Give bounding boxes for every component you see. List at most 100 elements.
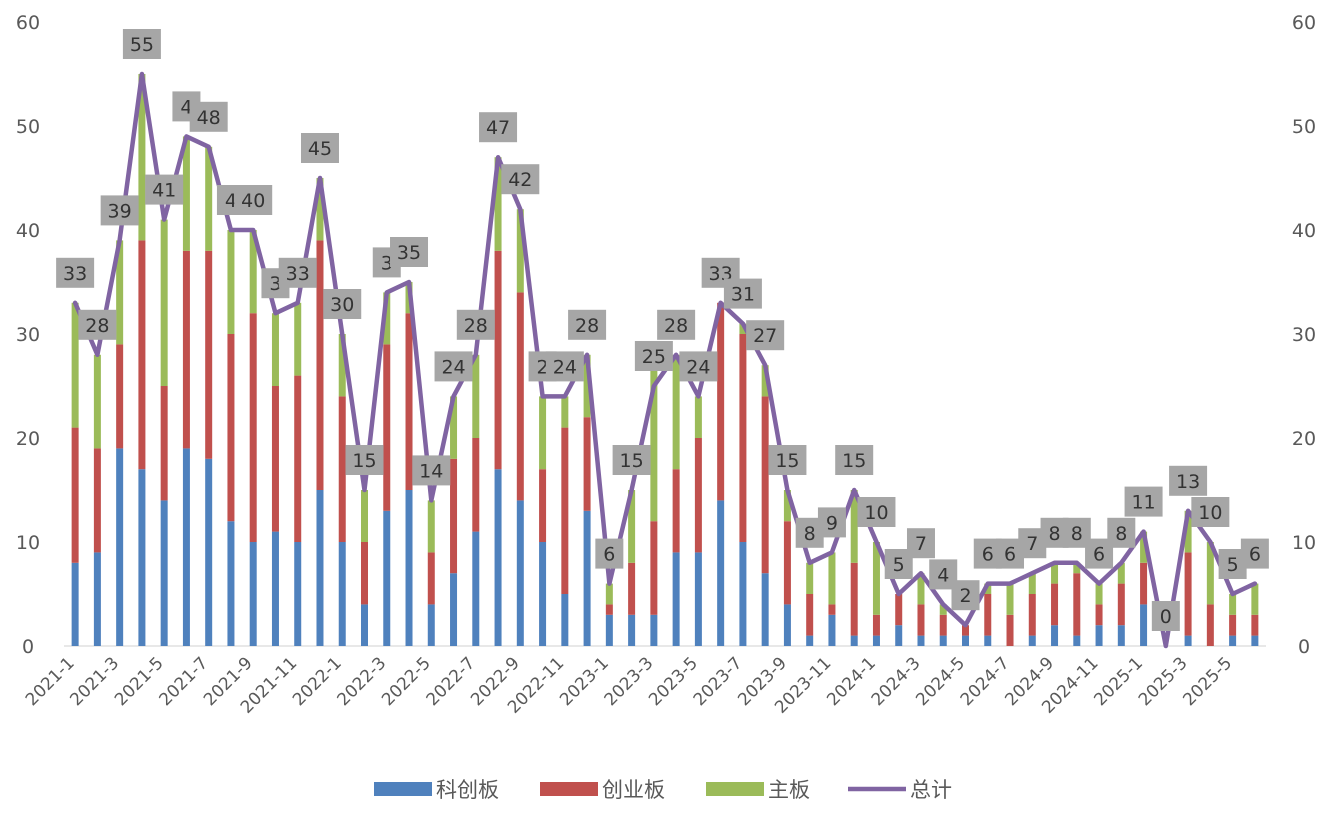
bar-segment <box>227 230 235 334</box>
bar-segment <box>405 313 413 490</box>
data-label-text: 5 <box>893 554 905 576</box>
legend-item: 主板 <box>706 778 810 802</box>
bar-segment <box>116 344 124 449</box>
data-label: 6 <box>595 538 624 569</box>
bar-segment <box>316 240 324 490</box>
data-label: 10 <box>857 497 896 527</box>
data-label-box <box>723 278 762 309</box>
data-label-text: 11 <box>1131 492 1155 514</box>
bar-segment <box>939 614 947 636</box>
bar-segment <box>783 604 791 646</box>
bar-segment <box>1073 635 1081 646</box>
data-label-text: 28 <box>664 315 688 337</box>
bar-segment <box>783 521 791 605</box>
bar-segment <box>249 230 257 314</box>
data-label-text: 6 <box>1249 544 1261 566</box>
bar-segment <box>182 448 190 646</box>
data-label-box <box>906 528 935 559</box>
bar-segment <box>427 500 435 553</box>
bar-segment <box>383 510 391 646</box>
data-label-box <box>1151 601 1180 631</box>
data-label-text: 8 <box>804 523 816 545</box>
data-label-box <box>300 133 339 163</box>
bar-segment <box>672 552 680 646</box>
bar-segment <box>539 542 547 646</box>
bar-segment <box>605 583 613 605</box>
bar-segment <box>694 438 702 553</box>
bar-segment <box>1251 635 1259 646</box>
data-label: 5 <box>1218 549 1247 579</box>
data-label-box <box>345 445 384 475</box>
bar-segment <box>717 302 725 501</box>
data-label: 24 <box>679 351 718 382</box>
data-label-box <box>1124 486 1163 517</box>
bar-segment <box>1117 625 1125 646</box>
data-label-text: 28 <box>464 315 488 337</box>
bar-segment <box>1184 510 1192 553</box>
bar-segment <box>516 500 524 646</box>
data-label-text: 6 <box>1004 544 1016 566</box>
bar-segment <box>205 250 213 459</box>
bar-segment <box>1095 625 1103 646</box>
data-label-text: 31 <box>731 284 755 306</box>
data-label: 25 <box>634 341 673 371</box>
data-label: 24 <box>545 351 584 382</box>
data-label: 7 <box>906 528 935 559</box>
legend-label: 总计 <box>910 778 952 802</box>
legend-swatch <box>374 782 432 796</box>
bar-segment <box>1073 573 1081 636</box>
x-tick-label: 2024-3 <box>868 653 925 710</box>
data-label-text: 0 <box>1160 606 1172 628</box>
bar-segment <box>561 396 569 428</box>
data-label-text: 24 <box>441 356 465 378</box>
bar-segment <box>427 604 435 646</box>
bar-segment <box>427 552 435 605</box>
bar-segment <box>205 146 213 251</box>
bar-segment <box>583 510 591 646</box>
bar-segment <box>1073 562 1081 574</box>
x-tick-label: 2021-7 <box>155 653 212 710</box>
bar-segment <box>628 562 636 615</box>
bar-segment <box>1140 604 1148 646</box>
y-tick-label-right: 50 <box>1292 116 1316 138</box>
bar-segment <box>383 344 391 511</box>
bar-segment <box>1095 604 1103 626</box>
bar-segment <box>917 573 925 605</box>
x-tick-label: 2021-1 <box>22 653 79 710</box>
data-label-box <box>817 507 846 538</box>
bar-segment <box>1229 635 1237 646</box>
bar-segment <box>717 500 725 646</box>
data-label: 0 <box>1151 601 1180 631</box>
bar-segment <box>516 209 524 293</box>
data-label: 2 <box>951 580 980 611</box>
data-label-box <box>501 164 540 195</box>
bar-segment <box>1051 583 1059 626</box>
bar-segment <box>628 614 636 646</box>
data-label-box <box>634 341 673 371</box>
data-label-text: 13 <box>1176 471 1200 493</box>
bar-segment <box>895 625 903 646</box>
bar-segment <box>806 635 814 646</box>
data-label-text: 2 <box>959 585 971 607</box>
x-tick-label: 2023-3 <box>601 653 658 710</box>
data-label-box <box>768 445 807 475</box>
bar-segment <box>539 469 547 542</box>
y-tick-label-right: 40 <box>1292 220 1316 242</box>
bar-segment <box>561 427 569 594</box>
data-label-text: 7 <box>915 533 927 555</box>
y-tick-label-right: 60 <box>1292 12 1316 34</box>
bar-segment <box>227 521 235 646</box>
data-label-text: 9 <box>826 512 838 534</box>
x-tick-label: 2022-3 <box>334 653 391 710</box>
data-label: 31 <box>723 278 762 309</box>
data-label-text: 8 <box>1071 523 1083 545</box>
bar-segment <box>472 438 480 532</box>
bar-segment <box>984 594 992 636</box>
bar-segment <box>294 375 302 542</box>
bar-segment <box>205 458 213 646</box>
data-label-text: 15 <box>352 450 376 472</box>
y-tick-label-right: 30 <box>1292 324 1316 346</box>
data-label-text: 28 <box>575 315 599 337</box>
data-label: 55 <box>122 29 161 59</box>
